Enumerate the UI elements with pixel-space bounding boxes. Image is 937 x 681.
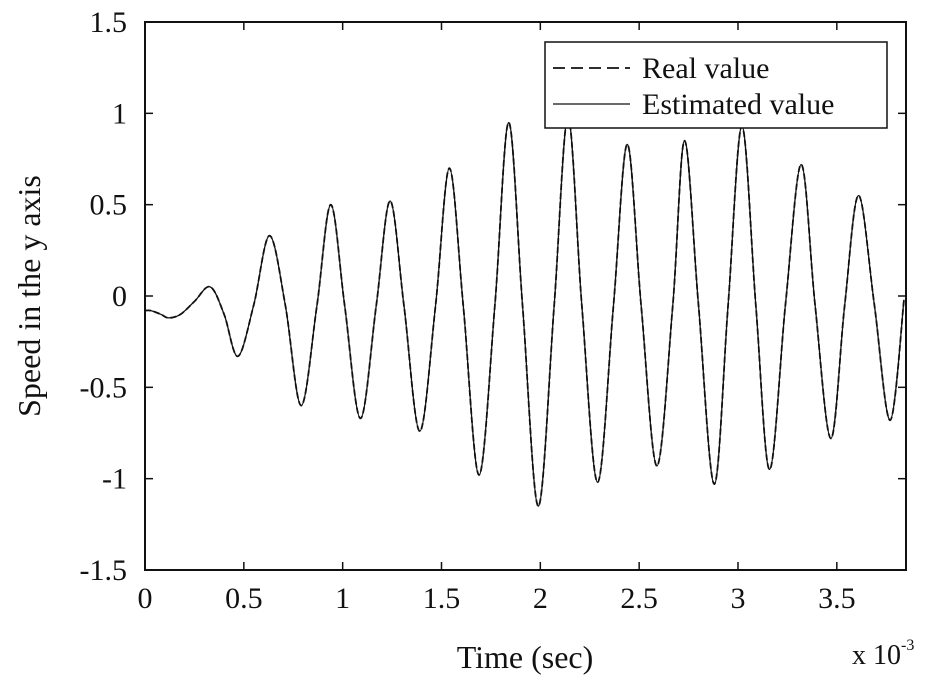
x-tick-label: 0.5: [225, 582, 263, 615]
x-axis-label: Time (sec): [457, 639, 594, 675]
ticks-layer: 0 0.5 1 1.5 2 2.5 3 3.5 -1.5 -1 -0.5 0 0.5 1 1.5: [80, 6, 906, 615]
legend-label-real: Real value: [642, 52, 769, 85]
legend-box: [544, 41, 888, 129]
series-line-real-value: [144, 116, 905, 508]
x-tick-label: 2: [533, 582, 548, 615]
y-tick-label: 0.5: [90, 189, 128, 222]
y-tick-label: -1.5: [80, 554, 128, 587]
x-multiplier-exponent: -3: [901, 637, 914, 654]
legend: Real value Estimated value: [544, 41, 888, 129]
y-tick-label: -1: [102, 463, 127, 496]
y-tick-label: 1.5: [90, 6, 128, 39]
series-layer: [144, 116, 905, 508]
x-tick-label: 0: [138, 582, 153, 615]
y-axis-label: Speed in the y axis: [11, 175, 47, 417]
y-tick-label: 1: [112, 97, 127, 130]
x-tick-label: 3: [730, 582, 745, 615]
x-tick-label: 3.5: [818, 582, 856, 615]
legend-label-estimated: Estimated value: [642, 88, 834, 121]
x-multiplier-base: x 10: [852, 640, 901, 671]
x-tick-label: 1: [335, 582, 350, 615]
y-tick-label: -0.5: [80, 371, 128, 404]
y-tick-label: 0: [112, 280, 127, 313]
series-line-estimated-value: [144, 116, 905, 507]
x-tick-label: 1.5: [423, 582, 461, 615]
x-tick-label: 2.5: [620, 582, 658, 615]
x-axis-multiplier: x 10-3: [852, 637, 914, 671]
